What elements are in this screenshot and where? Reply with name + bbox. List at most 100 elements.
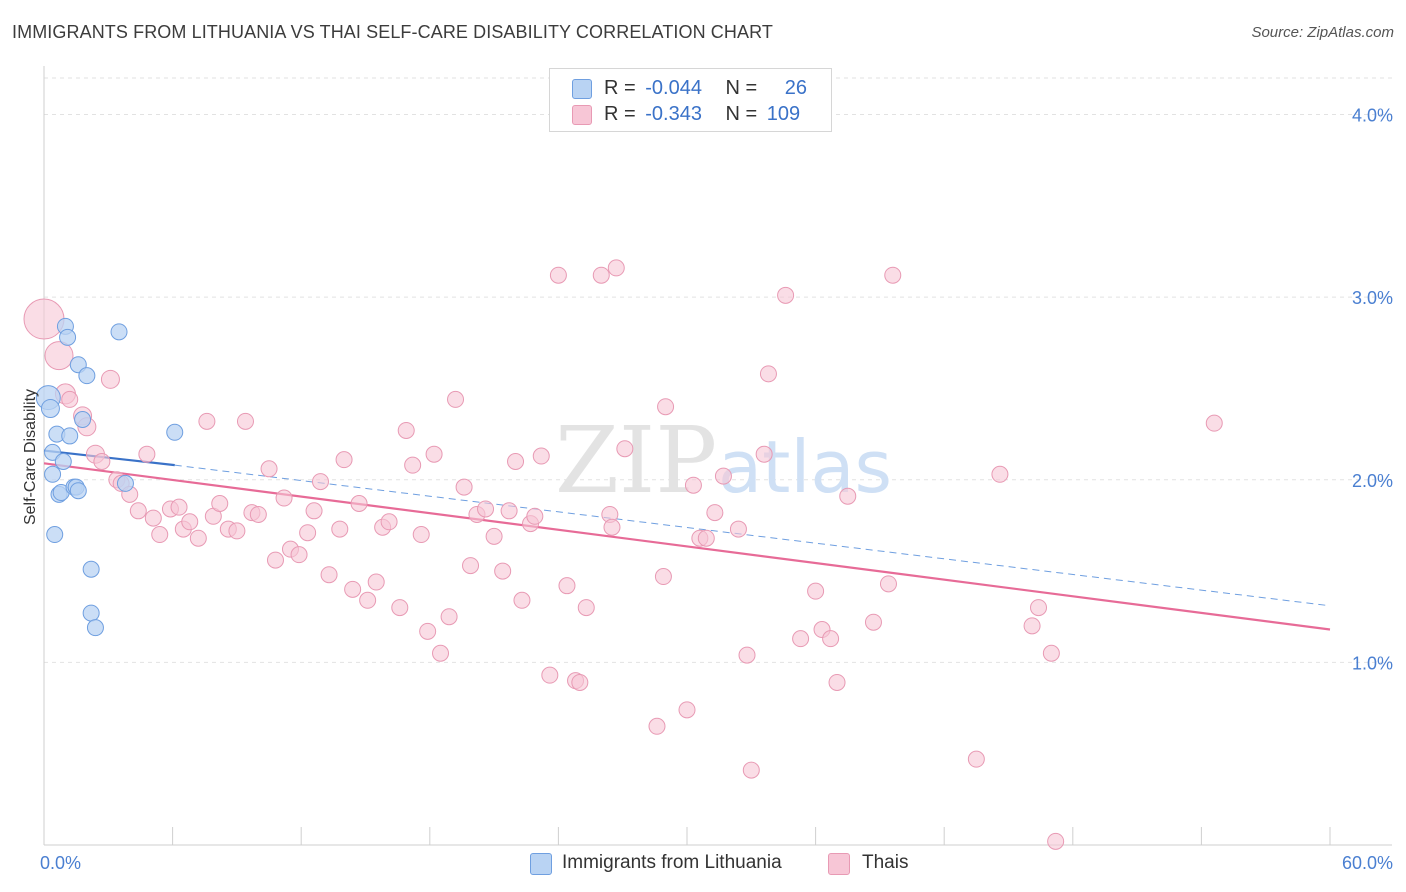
point-thais [299,524,317,542]
point-thais [151,526,169,544]
point-thais [236,412,254,430]
data-points [23,259,1223,850]
point-thais [290,546,308,564]
bottom-legend-swatch-blue [530,853,552,875]
zipatlas-watermark: ZIP atlas [555,407,892,514]
axes [43,66,1392,846]
legend-swatch-blue [572,79,592,99]
point-thais [577,599,595,617]
correlation-legend: R = -0.044 N = 26 R = -0.343 N = 109 [549,68,832,132]
point-thais [260,460,278,478]
point-thais [864,613,882,631]
point-thais [558,577,576,595]
point-thais [714,467,732,485]
point-thais [494,562,512,580]
point-thais [532,447,550,465]
point-thais [305,502,323,520]
point-thais [839,487,857,505]
point-thais [391,599,409,617]
point-thais [884,266,902,284]
point-thais [879,575,897,593]
point-thais [138,445,156,463]
point-thais [822,630,840,648]
point-thais [967,750,985,768]
point-thais [425,445,443,463]
point-lithuania [82,604,100,622]
point-thais [23,298,65,340]
point-thais [648,717,666,735]
legend-r-value: -0.044 [645,77,702,99]
point-thais [697,529,715,547]
point-thais [311,473,329,491]
point-thais [1042,644,1060,662]
point-thais [571,673,589,691]
point-thais [129,502,147,520]
legend-n-value: 26 [784,77,808,99]
point-thais [500,502,518,520]
bottom-legend-swatch-pink [828,853,850,875]
point-thais [616,440,634,458]
point-thais [144,509,162,527]
trend-line-lithuania-extension [174,464,1331,607]
point-thais [335,451,353,469]
point-thais [777,286,795,304]
legend-swatch-pink [572,105,592,125]
trend-line-thais [43,462,1331,631]
legend-r-value: -0.343 [645,103,702,125]
point-lithuania [44,465,62,483]
point-thais [320,566,338,584]
point-thais [603,518,621,536]
point-thais [462,557,480,575]
point-thais [198,412,216,430]
legend-r-label: R = [604,103,636,125]
point-thais [44,341,74,371]
point-lithuania [78,367,96,385]
point-thais [350,495,368,513]
point-thais [447,390,465,408]
point-lithuania [61,427,79,445]
point-lithuania [54,453,72,470]
bottom-legend-label: Thais [862,852,909,873]
point-thais [991,465,1009,483]
point-lithuania [166,423,184,441]
point-thais [367,573,385,591]
point-thais [607,259,625,277]
watermark-zip: ZIP [555,407,717,514]
legend-n-label: N = [725,77,758,99]
point-thais [211,495,229,513]
point-thais [807,582,825,600]
point-lithuania [116,474,134,492]
tick-labels: 1.0% 2.0% 3.0% 4.0% 0.0% 60.0% [40,106,1393,873]
point-thais [755,445,773,463]
point-thais [397,421,415,439]
point-thais [678,701,696,719]
point-thais [1030,599,1048,617]
point-thais [359,591,377,609]
point-thais [455,478,473,496]
point-thais [412,526,430,544]
point-thais [432,644,450,662]
point-thais [1205,414,1223,432]
point-thais [507,453,525,470]
point-thais [404,456,422,474]
point-thais [344,580,362,598]
grid-lines [44,77,1392,663]
point-thais [266,551,284,569]
y-tick-label: 2.0% [1352,471,1393,491]
legend-n-value: 109 [766,103,801,125]
point-lithuania [82,560,100,578]
point-thais [61,390,79,408]
point-lithuania [46,526,64,544]
point-thais [249,505,267,523]
point-thais [684,476,702,494]
point-thais [380,513,398,531]
bottom-legend-label: Immigrants from Lithuania [562,852,782,873]
point-thais [729,520,747,538]
point-thais [331,520,349,538]
point-thais [526,507,544,525]
point-thais [792,630,810,648]
watermark-atlas: atlas [718,425,892,509]
point-lithuania [86,619,104,637]
chart-title: IMMIGRANTS FROM LITHUANIA VS THAI SELF-C… [12,22,773,42]
y-tick-label: 3.0% [1352,288,1393,308]
